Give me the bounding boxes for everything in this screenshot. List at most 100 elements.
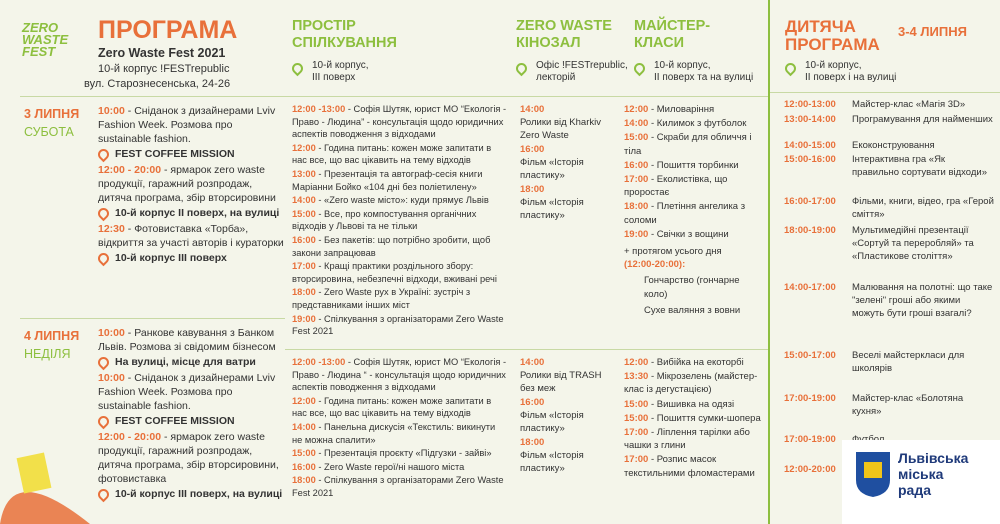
entry: 10:00 - Сніданок з дизайнерами Lviv Fash… xyxy=(98,371,288,413)
block: ZERO WASTE КІНОЗАЛ xyxy=(516,18,666,52)
time: 17:00 xyxy=(624,427,649,439)
entry-text: - Софія Шутяк, юрист МО “Екологія - Прав… xyxy=(292,104,507,140)
divider xyxy=(285,349,768,350)
entry: 17:00 - Розпис масок текстильними фломас… xyxy=(624,453,764,479)
time: 10:00 xyxy=(98,372,125,384)
location: 10-й корпус ІІІ поверх, на вулиці xyxy=(95,486,288,502)
entry-text: - ярмарок zero waste продукції, гаражний… xyxy=(98,164,276,204)
day-date: 4 ЛИПНЯ xyxy=(24,329,80,343)
entry-text: - Презентація та автограф-сесія книги Ма… xyxy=(292,168,483,192)
column-location: лекторій xyxy=(536,72,576,83)
entry: 17:00 - Кращі практики роздільного збору… xyxy=(292,260,507,285)
entry-text: Програмування для найменших xyxy=(852,114,993,125)
entry-text: - Презентація проєкту «Підгузки - зайві» xyxy=(318,448,492,459)
column-title: КІНОЗАЛ xyxy=(516,35,581,51)
time: 12:00 xyxy=(624,357,649,368)
subtitle: Zero Waste Fest 2021 xyxy=(98,46,226,60)
entry: 12:30 - Фотовиставка «Торба», відкриття … xyxy=(98,222,288,250)
block: 10:00 - Ранкове кавування з Банком Львів… xyxy=(95,326,288,503)
time: 14:00-17:00 xyxy=(784,282,836,293)
entry-text: Малювання на полотні: що таке "зелені" г… xyxy=(852,282,993,320)
time: 12:00 xyxy=(624,104,649,115)
entry-text: - Година питань: кожен може запитати в н… xyxy=(292,395,492,419)
location-text: На вулиці, місце для ватри xyxy=(115,356,256,368)
entry: 10:00 - Ранкове кавування з Банком Львів… xyxy=(98,326,288,354)
time: 12:00 xyxy=(292,142,316,153)
entry-text: - Еколистівка, що проростає xyxy=(624,174,728,199)
day-date: 3 ЛИПНЯ xyxy=(24,107,80,121)
entry: 14:00 - «Zero waste місто»: куди прямує … xyxy=(292,194,507,207)
time: 14:00-15:00 xyxy=(784,140,836,151)
location: 10-й корпус ІІІ поверх xyxy=(95,250,288,266)
pin xyxy=(782,60,799,77)
time: 10:00 xyxy=(98,327,125,339)
city-name: Львівська міська рада xyxy=(898,450,968,498)
time: 16:00 xyxy=(624,159,649,171)
time: 14:00 xyxy=(520,357,545,368)
kids-border xyxy=(768,0,770,524)
entry: 15:00 - Все, про компостування органічни… xyxy=(292,208,507,233)
entry-text: - Сніданок з дизайнерами Lviv Fashion We… xyxy=(98,372,276,412)
location: На вулиці, місце для ватри xyxy=(95,354,288,370)
time: 12:00 - 20:00 xyxy=(98,164,162,176)
address: вул. Старознесенська, 24-26 xyxy=(84,78,231,90)
pin xyxy=(95,205,112,221)
time: 18:00 xyxy=(520,437,545,448)
time: 14:00 xyxy=(624,118,649,130)
entry-text: - Пошиття торбинки xyxy=(650,159,739,171)
entry-text: - Вибійка на екоторбі xyxy=(650,357,744,368)
time: 16:00 xyxy=(520,144,545,155)
block: 14:00 Ролики від Kharkiv Zero Waste 16:00 Ф… xyxy=(520,103,612,223)
entry-text: Фільм «Історія пластику» xyxy=(520,157,584,181)
entry-text: - Вишивка на одязі xyxy=(650,398,735,410)
entry-text: - Свічки з вощини xyxy=(650,228,729,240)
time: 13:00 xyxy=(292,168,316,179)
column-title: СПІЛКУВАННЯ xyxy=(292,35,397,51)
pin xyxy=(95,250,112,266)
block: МАЙСТЕР- КЛАСИ xyxy=(634,18,784,52)
entry-text: Сухе валяння з вовни xyxy=(644,304,741,316)
entry: 14:00 - Килимок з футболок xyxy=(624,117,764,130)
time: 17:00 xyxy=(624,454,649,466)
entry-text: Гончарство (гончарне коло) xyxy=(644,275,740,300)
time: 12:00 xyxy=(292,395,316,406)
emblem xyxy=(856,452,890,497)
kids-location: 10-й корпус, xyxy=(805,60,862,71)
entry: 19:00 - Спілкування з організаторами Zer… xyxy=(292,313,507,338)
entry-text: - Ліплення тарілки або чашки з глини xyxy=(624,427,750,452)
column-location: 10-й корпус, xyxy=(654,60,711,71)
column-location: 10-й корпус, xyxy=(312,60,369,71)
entry: 13:30 - Мікрозелень (майстер-клас із дег… xyxy=(624,370,764,396)
block: ZERO WASTE FEST xyxy=(22,21,82,58)
entry: 14:00 - Панельна дискусія «Текстиль: вик… xyxy=(292,421,507,446)
entry-text: Фільм «Історія пластику» xyxy=(520,197,584,221)
kids-title: ДИТЯЧА xyxy=(785,17,856,36)
entry: 12:00 -13:00 - Софія Шутяк, юрист МО “Ек… xyxy=(292,356,507,394)
pin xyxy=(631,60,648,77)
time: 15:00 xyxy=(624,398,649,410)
entry-text: - Плетіння ангелика з соломи xyxy=(624,201,746,226)
kids-dates: 3-4 ЛИПНЯ xyxy=(898,24,967,39)
pin xyxy=(95,486,112,502)
time: 15:00 xyxy=(292,448,316,459)
entry-text: Мультимедійні презентації «Сортуй та пер… xyxy=(852,225,974,263)
entry-text: Ролики від TRASH без меж xyxy=(520,370,602,394)
time: 13:00-14:00 xyxy=(784,114,836,125)
entry-text: - Кращі практики роздільного збору: втор… xyxy=(292,261,497,284)
location-text: 10-й корпус ІІІ поверх, на вулиці xyxy=(115,488,283,500)
block: 12:00 -13:00 - Софія Шутяк, юрист МО “Ек… xyxy=(292,103,507,339)
location: FEST COFFEE MISSION xyxy=(95,413,288,429)
time: 16:00 xyxy=(292,461,316,472)
time: 18:00 xyxy=(292,475,316,486)
time: 19:00 xyxy=(624,228,649,240)
kids-title: ПРОГРАМА xyxy=(785,35,880,54)
block: 10-й корпус, ІІ поверх і на вулиці xyxy=(782,60,1000,84)
block: 12:00 - Миловаріння 14:00 - Килимок з фут… xyxy=(624,103,764,317)
time: 17:00 xyxy=(624,174,649,186)
entry-text: - Фотовиставка «Торба», відкриття за уча… xyxy=(98,223,284,249)
block: 12:00 -13:00 - Софія Шутяк, юрист МО “Ек… xyxy=(292,356,507,501)
entry: 15:00 - Пошиття сумки-шопера xyxy=(624,412,764,425)
time: 17:00-19:00 xyxy=(784,434,836,445)
entry-text: - Zero Waste рух в Україні: зустріч з пр… xyxy=(292,287,471,310)
pin xyxy=(289,60,306,77)
